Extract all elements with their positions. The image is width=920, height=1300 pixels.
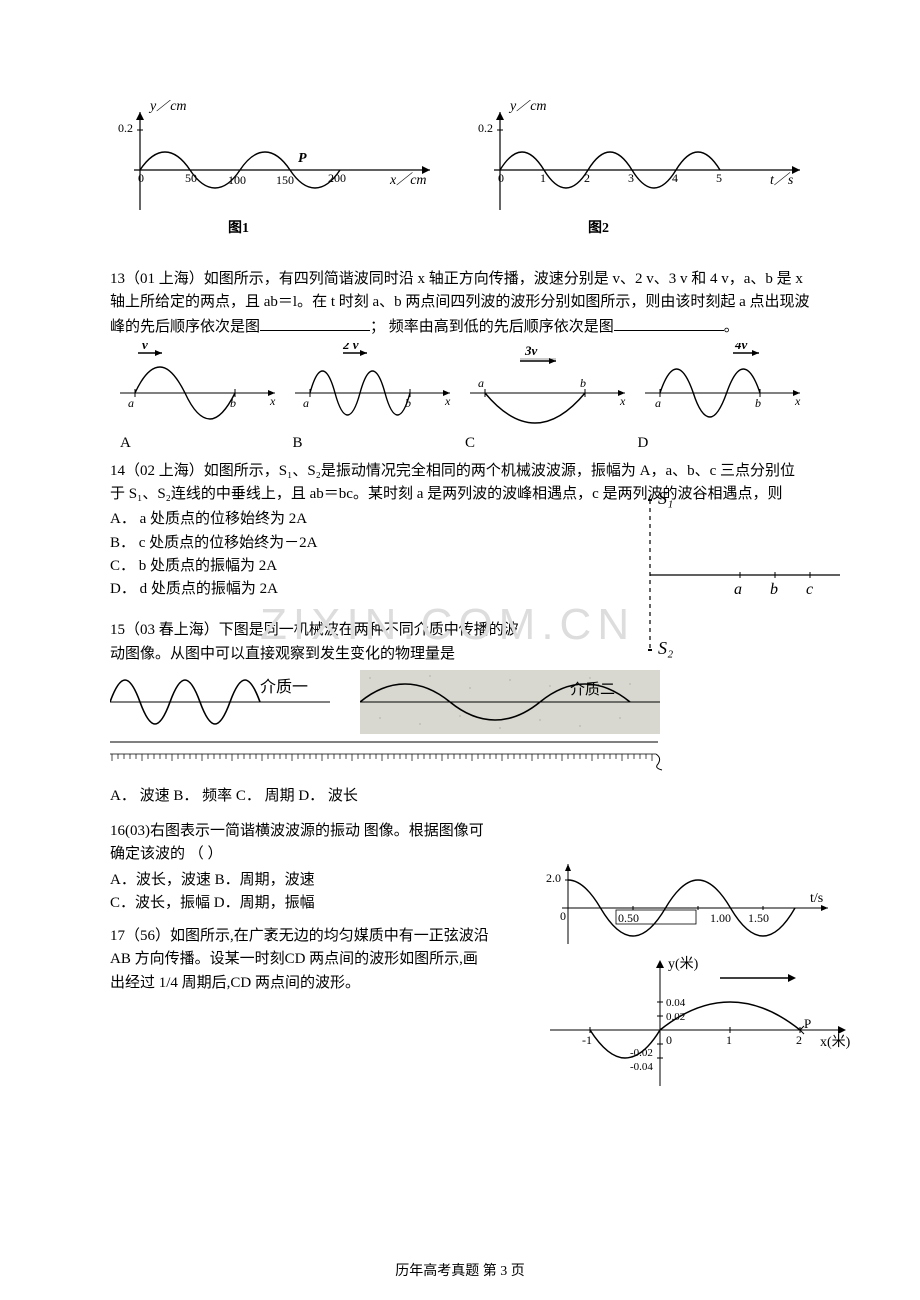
page-content: 0 50 100 150 200 0.2 y／cm x／cm P 图1 bbox=[0, 0, 920, 1035]
q14: 14（02 上海）如图所示，S₁、S₂是振动情况完全相同的两个机械波波源，振幅为… bbox=[110, 460, 810, 602]
svg-text:b: b bbox=[755, 396, 761, 410]
svg-text:x: x bbox=[444, 394, 451, 408]
figure-row-top: 0 50 100 150 200 0.2 y／cm x／cm P 图1 bbox=[110, 100, 810, 260]
svg-text:-0.04: -0.04 bbox=[630, 1061, 653, 1073]
q16-text: 16(03)右图表示一简谐横波波源的振动 图像。根据图像可确定该波的 （ ） bbox=[110, 820, 490, 867]
svg-text:c: c bbox=[806, 581, 813, 598]
svg-text:介质二: 介质二 bbox=[570, 681, 615, 698]
svg-text:2: 2 bbox=[796, 1033, 802, 1047]
label-c: C bbox=[465, 435, 638, 452]
label-d: D bbox=[638, 435, 811, 452]
svg-text:b: b bbox=[770, 581, 778, 598]
svg-text:2: 2 bbox=[584, 171, 590, 185]
svg-text:t/s: t/s bbox=[810, 891, 823, 906]
svg-text:0.02: 0.02 bbox=[666, 1011, 685, 1023]
q13-waves: x a b v x a b bbox=[110, 343, 810, 433]
q13-blank-1 bbox=[260, 315, 370, 331]
label-b: B bbox=[293, 435, 466, 452]
svg-text:S₁: S₁ bbox=[658, 490, 673, 508]
q16-opt-b: B．周期，波速 bbox=[215, 872, 315, 888]
svg-text:0: 0 bbox=[666, 1033, 672, 1047]
wave-a: x a b v bbox=[110, 343, 285, 433]
q13: 13（01 上海）如图所示，有四列简谐波同时沿 x 轴正方向传播，波速分别是 v… bbox=[110, 268, 810, 339]
q14-figure: S₁ S₂ a b c bbox=[630, 490, 850, 660]
q15-medium1: 介质一 bbox=[110, 670, 330, 734]
label-a: A bbox=[120, 435, 293, 452]
svg-text:0.04: 0.04 bbox=[666, 997, 686, 1009]
svg-text:1: 1 bbox=[726, 1033, 732, 1047]
q15-media: 介质一 介质二 bbox=[110, 670, 810, 734]
svg-text:v: v bbox=[142, 343, 148, 352]
svg-text:0: 0 bbox=[560, 909, 566, 923]
svg-text:a: a bbox=[128, 396, 134, 410]
svg-text:2.0: 2.0 bbox=[546, 871, 561, 885]
svg-text:-1: -1 bbox=[582, 1033, 592, 1047]
svg-text:200: 200 bbox=[328, 171, 346, 185]
wave-b: x a b 2 v bbox=[285, 343, 460, 433]
svg-text:y／cm: y／cm bbox=[508, 100, 547, 114]
svg-text:b: b bbox=[580, 376, 586, 390]
q17-figure: y(米) x(米) 0.04 0.02 -0.02 -0.04 -1 0 bbox=[540, 950, 860, 1110]
q15: 15（03 春上海）下图是同一机械波在两种不同介质中传播的波动图像。从图中可以直… bbox=[110, 619, 530, 666]
svg-text:0: 0 bbox=[138, 171, 144, 185]
svg-text:100: 100 bbox=[228, 173, 246, 187]
q16-opt-d: D．周期，振幅 bbox=[214, 895, 315, 911]
figure-2: 0 1 2 3 4 5 0.2 y／cm t／s 图2 bbox=[470, 100, 810, 260]
svg-text:4: 4 bbox=[672, 171, 678, 185]
svg-text:0.2: 0.2 bbox=[478, 121, 493, 135]
svg-text:x: x bbox=[269, 394, 276, 408]
svg-text:a: a bbox=[478, 376, 484, 390]
svg-text:50: 50 bbox=[185, 171, 197, 185]
svg-text:0.50: 0.50 bbox=[618, 911, 639, 925]
svg-text:5: 5 bbox=[716, 171, 722, 185]
q13-text-3: 。 bbox=[724, 319, 739, 335]
svg-text:1.50: 1.50 bbox=[748, 911, 769, 925]
q13-blank-2 bbox=[614, 315, 724, 331]
svg-text:t／s: t／s bbox=[770, 172, 794, 188]
svg-text:x／cm: x／cm bbox=[389, 172, 427, 188]
q16-options: A．波长，波速 B．周期，波速 C．波长，振幅 D．周期，振幅 bbox=[110, 869, 490, 916]
q16-figure: 2.0 0 0.50 1.00 1.50 t/s bbox=[540, 860, 840, 960]
q17-text: 17（56）如图所示,在广袤无边的均匀媒质中有一正弦波沿 AB 方向传播。设某一… bbox=[110, 925, 490, 995]
svg-text:2 v: 2 v bbox=[342, 343, 359, 352]
svg-text:150: 150 bbox=[276, 173, 294, 187]
q16-opt-a: A．波长，波速 bbox=[110, 872, 211, 888]
svg-text:介质一: 介质一 bbox=[260, 678, 308, 696]
svg-text:0.2: 0.2 bbox=[118, 121, 133, 135]
page-footer: 历年高考真题 第 3 页 bbox=[0, 1260, 920, 1280]
wave-d: x a b 4v bbox=[635, 343, 810, 433]
svg-text:a: a bbox=[734, 581, 742, 598]
q15-options: A． 波速 B． 频率 C． 周期 D． 波长 bbox=[110, 785, 810, 808]
figure-1: 0 50 100 150 200 0.2 y／cm x／cm P 图1 bbox=[110, 100, 440, 260]
svg-text:x(米): x(米) bbox=[820, 1034, 851, 1050]
q16: 16(03)右图表示一简谐横波波源的振动 图像。根据图像可确定该波的 （ ） A… bbox=[110, 820, 810, 995]
svg-text:S₂: S₂ bbox=[658, 638, 673, 658]
svg-text:a: a bbox=[303, 396, 309, 410]
svg-text:1: 1 bbox=[540, 171, 546, 185]
svg-text:0: 0 bbox=[498, 171, 504, 185]
svg-text:3: 3 bbox=[628, 171, 634, 185]
q15-text: 15（03 春上海）下图是同一机械波在两种不同介质中传播的波动图像。从图中可以直… bbox=[110, 622, 519, 661]
svg-text:y／cm: y／cm bbox=[148, 100, 187, 114]
q16-opt-c: C．波长，振幅 bbox=[110, 895, 210, 911]
svg-text:x: x bbox=[619, 394, 626, 408]
svg-text:a: a bbox=[655, 396, 661, 410]
q15-ruler-ticks bbox=[110, 750, 670, 772]
q13-text-2: ； 频率由高到低的先后顺序依次是图 bbox=[370, 319, 614, 335]
svg-text:P: P bbox=[298, 151, 307, 166]
svg-text:P: P bbox=[804, 1016, 811, 1031]
svg-text:图2: 图2 bbox=[588, 220, 609, 236]
svg-text:1.00: 1.00 bbox=[710, 911, 731, 925]
svg-text:y(米): y(米) bbox=[668, 956, 699, 972]
q15-medium2: 介质二 bbox=[360, 670, 660, 734]
q13-wave-labels: A B C D bbox=[120, 435, 810, 452]
svg-text:4v: 4v bbox=[734, 343, 748, 352]
wave-c: x a b 3v bbox=[460, 343, 635, 433]
svg-text:3v: 3v bbox=[524, 343, 538, 358]
svg-text:图1: 图1 bbox=[228, 220, 249, 236]
svg-text:x: x bbox=[794, 394, 801, 408]
